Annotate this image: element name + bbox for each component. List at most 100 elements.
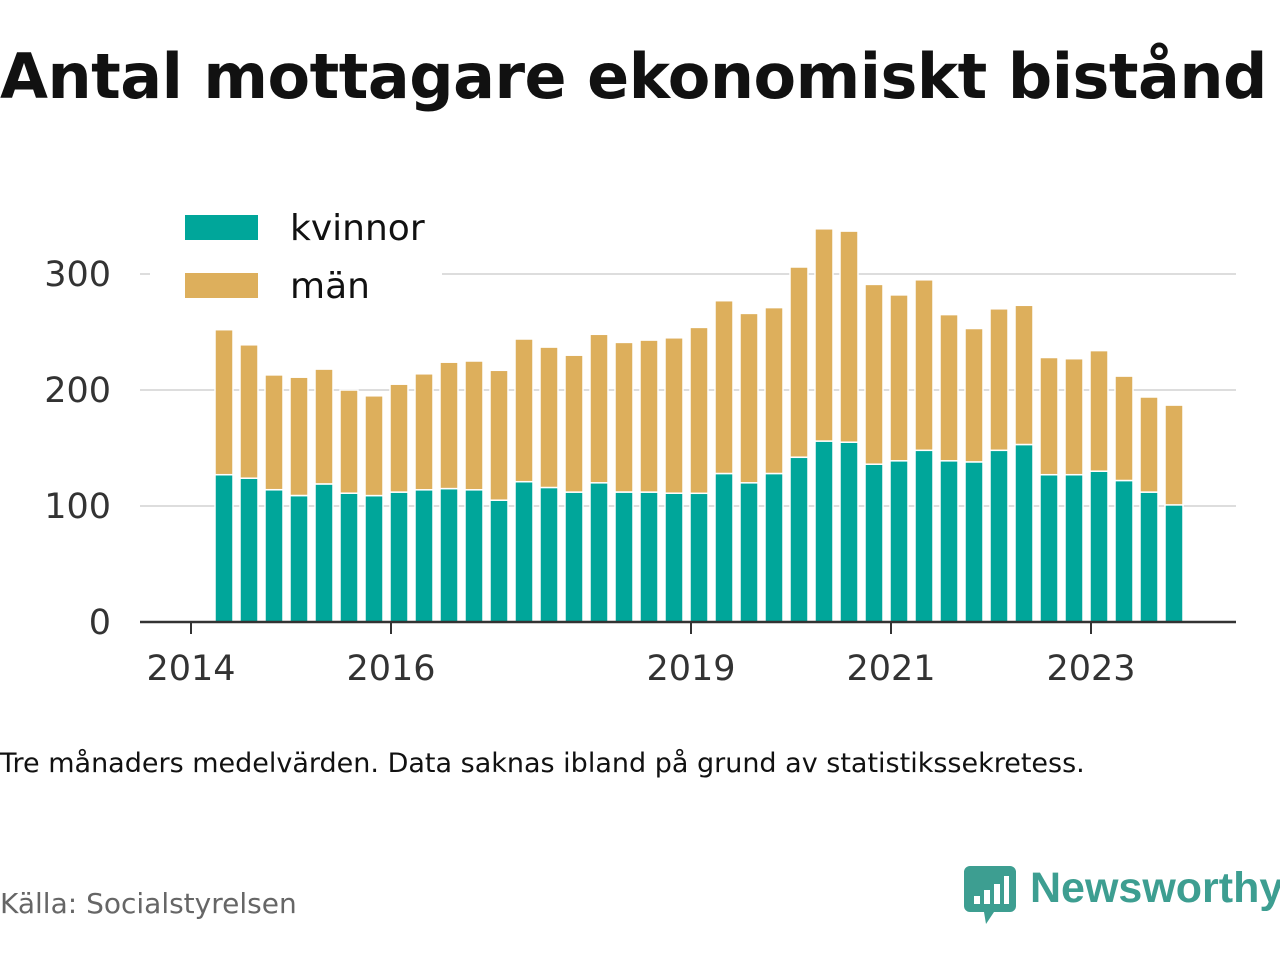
bar-man xyxy=(1164,404,1184,506)
brand-name: Newsworthy xyxy=(1030,864,1280,912)
bar-kvinnor xyxy=(439,487,459,623)
bar-kvinnor xyxy=(639,491,659,623)
bar-man xyxy=(939,313,959,462)
bar-man xyxy=(339,389,359,494)
bar-man xyxy=(464,360,484,491)
bar-kvinnor xyxy=(1114,479,1134,623)
x-tick-label: 2023 xyxy=(1046,649,1135,689)
bar-kvinnor xyxy=(689,492,709,623)
bar-kvinnor xyxy=(939,460,959,623)
bar-kvinnor xyxy=(389,491,409,623)
bar-kvinnor xyxy=(1089,470,1109,623)
bar-kvinnor xyxy=(464,489,484,623)
bar-man xyxy=(1114,375,1134,482)
bar-man xyxy=(789,266,809,458)
bar-man xyxy=(989,308,1009,452)
y-tick-label: 300 xyxy=(44,255,111,295)
newsworthy-logo-icon xyxy=(964,866,1016,924)
bar-kvinnor xyxy=(214,473,234,623)
chart-note: Tre månaders medelvärden. Data saknas ib… xyxy=(0,748,1085,779)
legend-label-kvinnor: kvinnor xyxy=(290,208,425,249)
bar-kvinnor xyxy=(964,461,984,623)
bar-kvinnor xyxy=(564,491,584,623)
bar-kvinnor xyxy=(664,492,684,623)
chart-title: Antal mottagare ekonomiskt bistånd xyxy=(0,40,1267,113)
bar-man xyxy=(439,361,459,490)
bar-kvinnor xyxy=(589,482,609,623)
bar-kvinnor xyxy=(364,494,384,623)
bar-man xyxy=(864,283,884,465)
bar-man xyxy=(1039,356,1059,476)
bar-man xyxy=(1014,304,1034,446)
bar-man xyxy=(614,341,634,493)
bar-kvinnor xyxy=(239,477,259,623)
bar-man xyxy=(514,338,534,483)
bar-kvinnor xyxy=(1039,473,1059,623)
bar-kvinnor xyxy=(839,441,859,623)
bar-man xyxy=(739,312,759,484)
bar-man xyxy=(364,395,384,497)
bar-man xyxy=(964,327,984,463)
bar-man xyxy=(239,344,259,479)
bar-man xyxy=(539,346,559,489)
bar-kvinnor xyxy=(414,489,434,623)
bar-kvinnor xyxy=(789,456,809,623)
bar-kvinnor xyxy=(314,483,334,623)
source-credit: Källa: Socialstyrelsen xyxy=(0,887,297,920)
y-tick-label: 0 xyxy=(89,603,111,643)
bar-man xyxy=(689,326,709,495)
bars xyxy=(214,228,1184,623)
x-tick-label: 2021 xyxy=(846,649,935,689)
bar-kvinnor xyxy=(289,494,309,623)
bar-man xyxy=(489,369,509,501)
bar-kvinnor xyxy=(264,489,284,623)
bar-man xyxy=(714,299,734,475)
brand-logo: Newsworthy xyxy=(964,862,1280,926)
bar-man xyxy=(1064,357,1084,476)
legend-swatch-man xyxy=(185,273,258,298)
bar-kvinnor xyxy=(739,482,759,623)
bar-man xyxy=(889,294,909,462)
y-tick-label: 100 xyxy=(44,487,111,527)
legend-swatch-kvinnor xyxy=(185,215,258,240)
x-tick-label: 2019 xyxy=(646,649,735,689)
bar-kvinnor xyxy=(489,499,509,623)
bar-man xyxy=(314,368,334,485)
bar-kvinnor xyxy=(889,460,909,623)
bar-man xyxy=(589,333,609,484)
bar-kvinnor xyxy=(539,486,559,623)
bar-man xyxy=(414,373,434,491)
bar-kvinnor xyxy=(1064,473,1084,623)
bar-man xyxy=(839,230,859,443)
bar-man xyxy=(1089,349,1109,472)
y-axis: 0 100 200 300 xyxy=(44,255,111,643)
bar-man xyxy=(264,374,284,491)
bar-kvinnor xyxy=(614,491,634,623)
x-tick-label: 2016 xyxy=(346,649,435,689)
bar-kvinnor xyxy=(514,480,534,623)
bar-man xyxy=(214,328,234,476)
bar-kvinnor xyxy=(714,472,734,623)
bar-man xyxy=(914,279,934,452)
bar-kvinnor xyxy=(764,472,784,623)
legend: kvinnor män xyxy=(150,198,442,318)
bar-kvinnor xyxy=(1164,504,1184,623)
legend-label-man: män xyxy=(290,266,370,307)
x-tick-label: 2014 xyxy=(146,649,235,689)
bar-kvinnor xyxy=(1014,443,1034,623)
x-axis: 2014 2016 2019 2021 2023 xyxy=(140,620,1236,689)
bar-man xyxy=(814,228,834,442)
bar-kvinnor xyxy=(814,440,834,623)
bar-kvinnor xyxy=(989,449,1009,623)
bar-man xyxy=(564,354,584,493)
bar-man xyxy=(764,306,784,475)
bar-kvinnor xyxy=(1139,491,1159,623)
bar-kvinnor xyxy=(864,463,884,623)
bar-man xyxy=(664,337,684,494)
bar-man xyxy=(1139,396,1159,493)
y-tick-label: 200 xyxy=(44,371,111,411)
bar-man xyxy=(289,376,309,497)
bar-kvinnor xyxy=(914,449,934,623)
bar-man xyxy=(389,383,409,493)
